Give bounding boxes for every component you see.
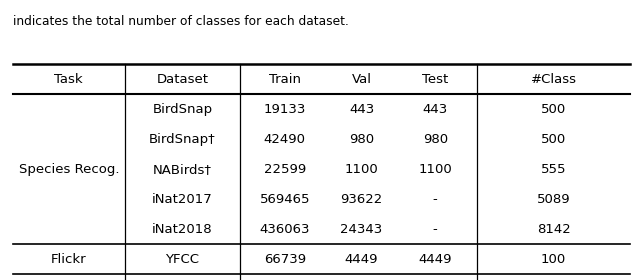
Text: 19133: 19133 bbox=[264, 103, 306, 116]
Text: 1100: 1100 bbox=[419, 163, 452, 176]
Text: #Class: #Class bbox=[531, 73, 577, 86]
Text: iNat2017: iNat2017 bbox=[152, 193, 212, 206]
Text: YFCC: YFCC bbox=[165, 253, 200, 266]
Text: Val: Val bbox=[351, 73, 372, 86]
Text: Species Recog.: Species Recog. bbox=[19, 163, 119, 176]
Text: 66739: 66739 bbox=[264, 253, 306, 266]
Text: 436063: 436063 bbox=[260, 223, 310, 236]
Text: -: - bbox=[433, 193, 438, 206]
Text: 500: 500 bbox=[541, 133, 566, 146]
Text: 569465: 569465 bbox=[260, 193, 310, 206]
Text: NABirds†: NABirds† bbox=[153, 163, 212, 176]
Text: 500: 500 bbox=[541, 103, 566, 116]
Text: 443: 443 bbox=[349, 103, 374, 116]
Text: 42490: 42490 bbox=[264, 133, 306, 146]
Text: 24343: 24343 bbox=[340, 223, 383, 236]
Text: indicates the total number of classes for each dataset.: indicates the total number of classes fo… bbox=[13, 15, 349, 28]
Text: -: - bbox=[433, 223, 438, 236]
Text: 8142: 8142 bbox=[537, 223, 570, 236]
Text: 100: 100 bbox=[541, 253, 566, 266]
Text: 4449: 4449 bbox=[419, 253, 452, 266]
Text: 443: 443 bbox=[422, 103, 448, 116]
Text: Test: Test bbox=[422, 73, 449, 86]
Text: 1100: 1100 bbox=[345, 163, 378, 176]
Text: iNat2018: iNat2018 bbox=[152, 223, 212, 236]
Text: Task: Task bbox=[54, 73, 83, 86]
Text: 4449: 4449 bbox=[345, 253, 378, 266]
Text: 555: 555 bbox=[541, 163, 566, 176]
Text: Flickr: Flickr bbox=[51, 253, 86, 266]
Text: BirdSnap: BirdSnap bbox=[152, 103, 212, 116]
Text: BirdSnap†: BirdSnap† bbox=[149, 133, 216, 146]
Text: 5089: 5089 bbox=[537, 193, 570, 206]
Text: 980: 980 bbox=[422, 133, 448, 146]
Text: 93622: 93622 bbox=[340, 193, 383, 206]
Text: Train: Train bbox=[269, 73, 301, 86]
Text: 980: 980 bbox=[349, 133, 374, 146]
Text: Dataset: Dataset bbox=[156, 73, 209, 86]
Text: 22599: 22599 bbox=[264, 163, 306, 176]
